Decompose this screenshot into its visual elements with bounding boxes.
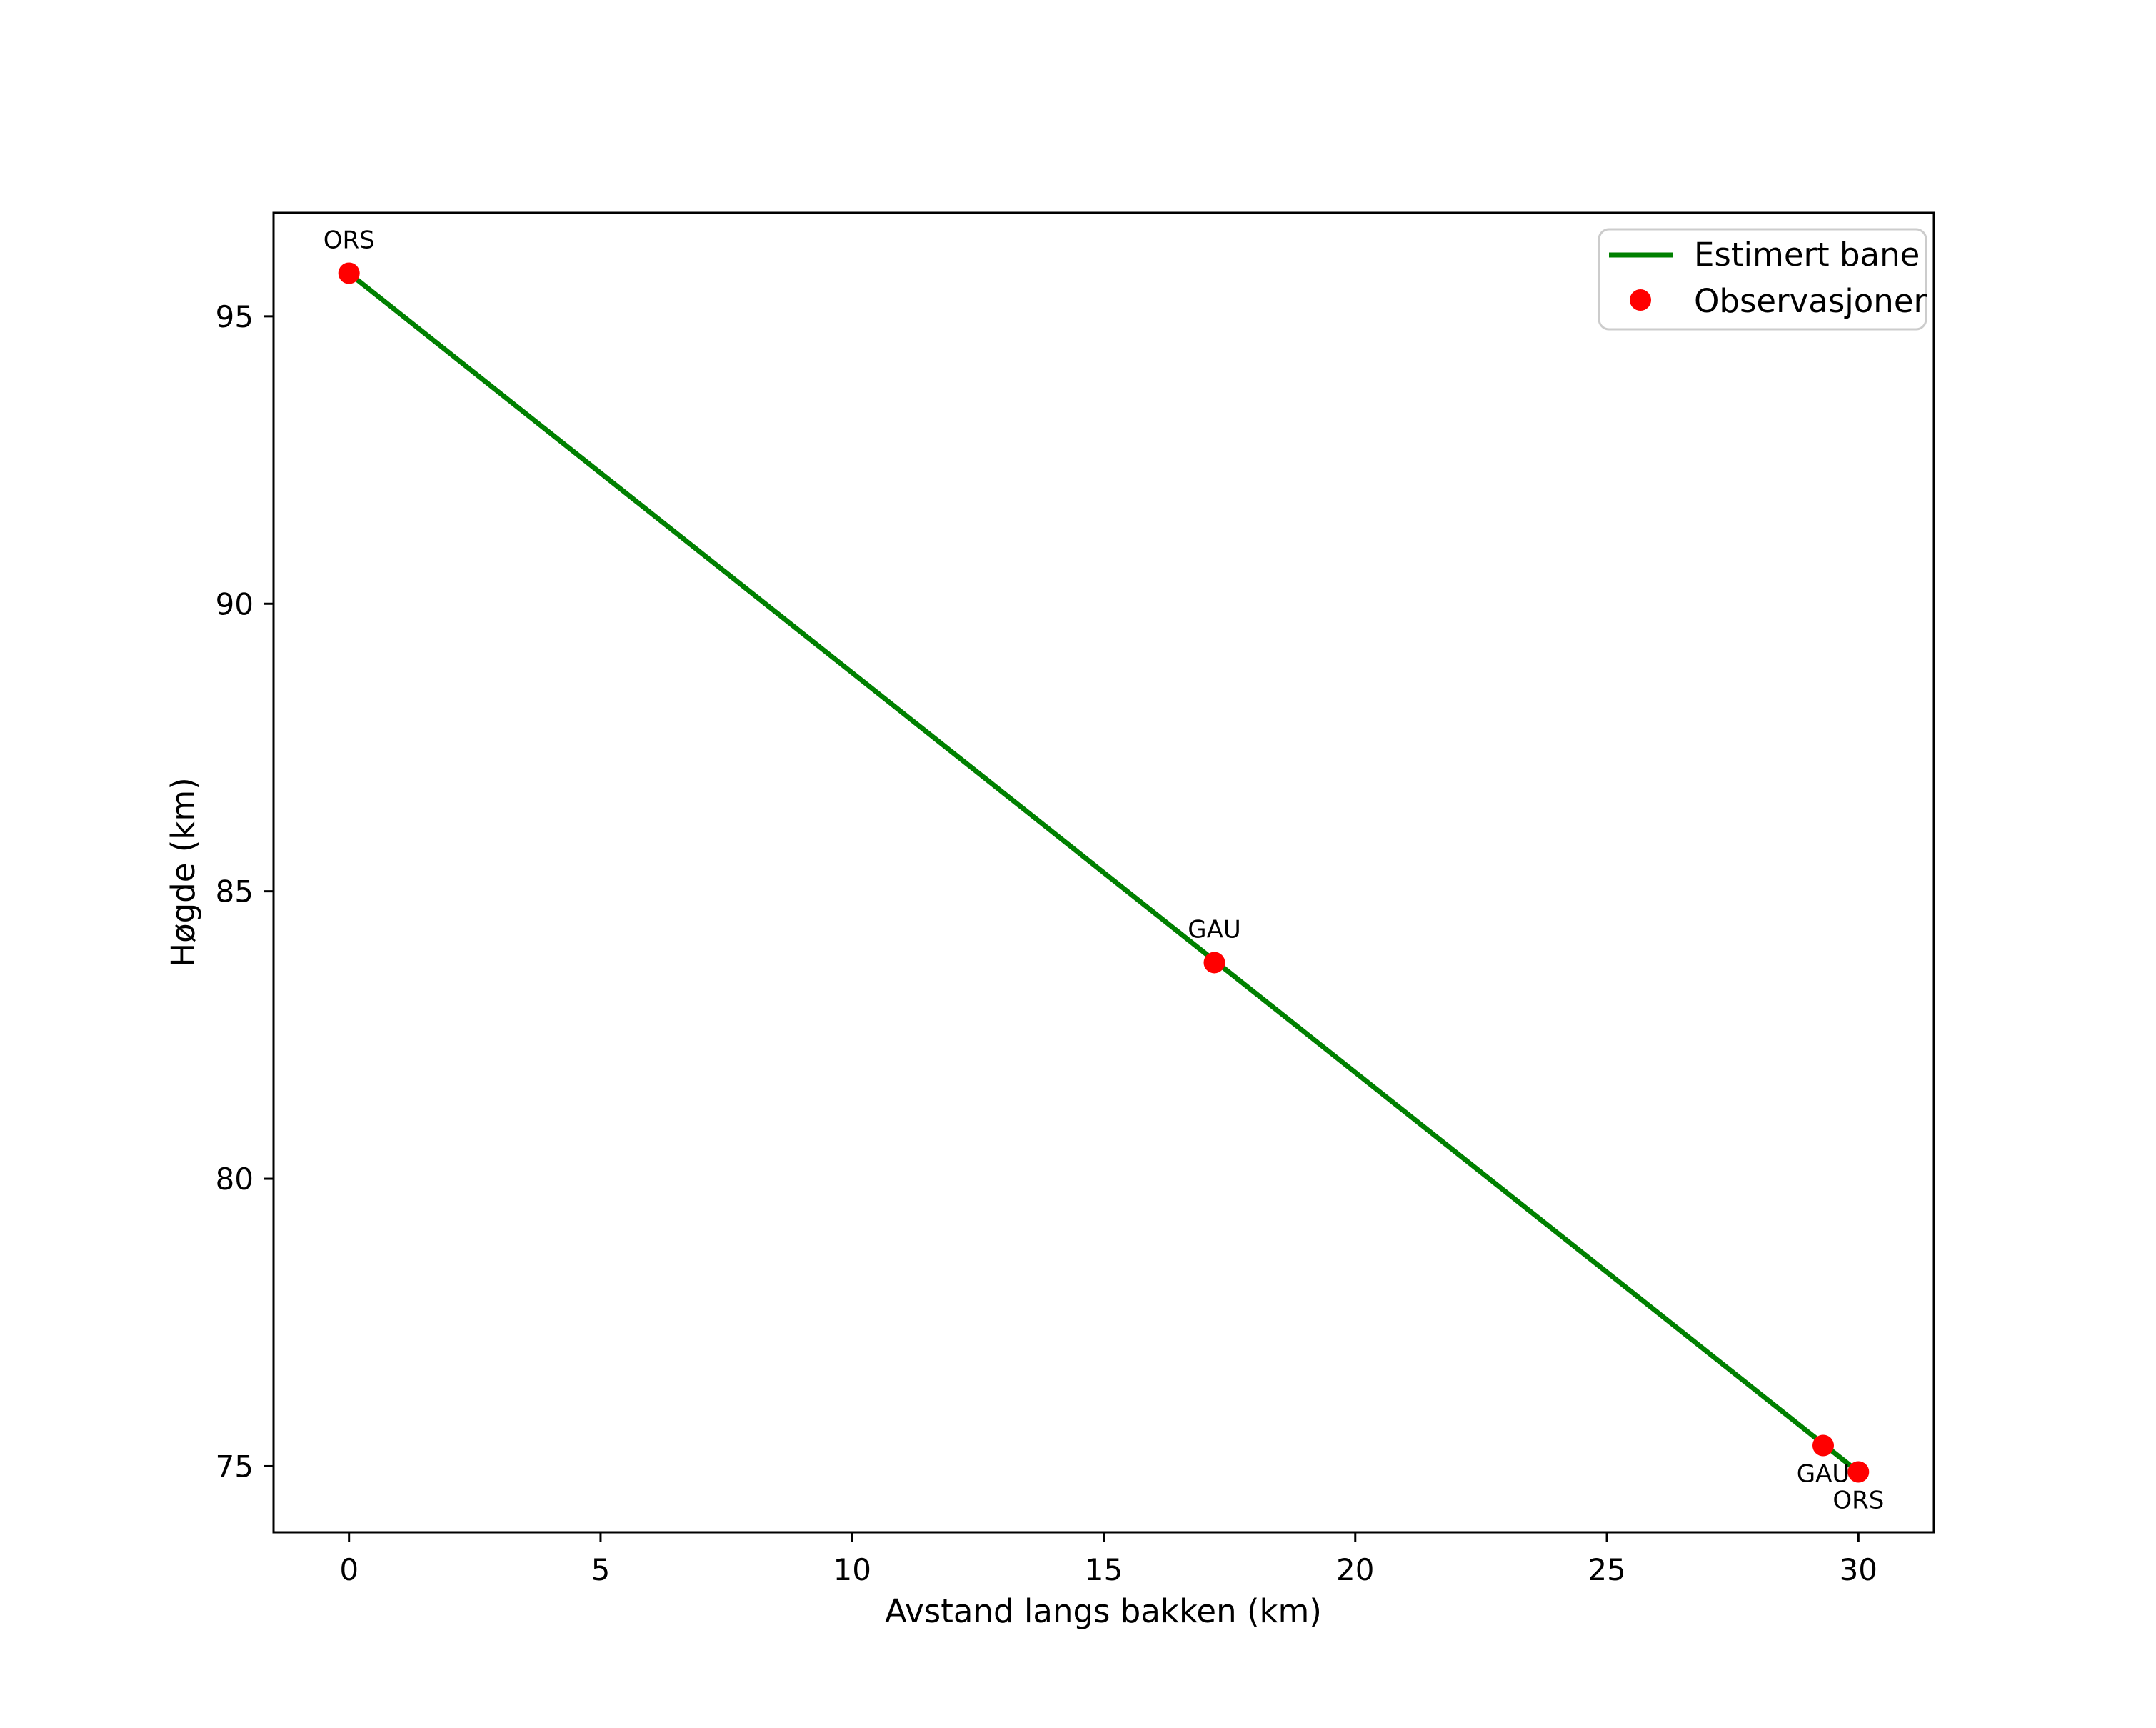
- x-tick-label: 20: [1336, 1552, 1374, 1587]
- y-axis-ticks: 75 80 85 90 95: [216, 299, 274, 1484]
- observation-point: [1203, 952, 1225, 974]
- point-label: ORS: [324, 226, 375, 255]
- y-tick-label: 85: [216, 874, 254, 909]
- legend-marker-sample: [1630, 289, 1651, 311]
- trajectory-line: [346, 271, 1861, 1474]
- legend-label-line: Estimert bane: [1694, 236, 1920, 274]
- series-layer: [338, 262, 1870, 1483]
- x-tick-label: 10: [833, 1552, 871, 1587]
- x-axis-ticks: 0 5 10 15 20 25 30: [339, 1532, 1877, 1587]
- point-label: GAU: [1188, 915, 1241, 944]
- point-label: GAU: [1797, 1459, 1850, 1488]
- y-axis-label: Høgde (km): [164, 777, 202, 967]
- y-tick-label: 90: [216, 586, 254, 621]
- y-tick-label: 95: [216, 299, 254, 334]
- x-tick-label: 15: [1085, 1552, 1123, 1587]
- y-tick-label: 80: [216, 1162, 254, 1197]
- legend-label-marker: Observasjoner: [1694, 282, 1927, 320]
- x-axis-label: Avstand langs bakken (km): [885, 1592, 1322, 1630]
- legend-box: [1598, 228, 1927, 331]
- y-tick-label: 75: [216, 1449, 254, 1484]
- observation-point: [1847, 1461, 1870, 1483]
- x-tick-label: 25: [1588, 1552, 1625, 1587]
- x-tick-label: 0: [339, 1552, 359, 1587]
- x-tick-label: 30: [1840, 1552, 1877, 1587]
- legend: Estimert bane Observasjoner: [1598, 228, 1927, 331]
- x-tick-label: 5: [591, 1552, 611, 1587]
- observation-point: [338, 262, 360, 284]
- point-label: ORS: [1832, 1486, 1884, 1514]
- observation-point: [1812, 1434, 1834, 1457]
